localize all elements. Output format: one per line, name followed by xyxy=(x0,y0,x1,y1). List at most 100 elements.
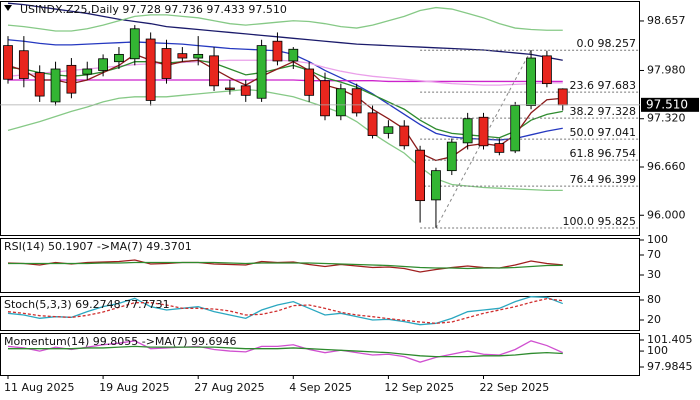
header-triangle xyxy=(4,5,12,11)
fib-label: 0.0 98.257 xyxy=(577,37,637,50)
indicator-line xyxy=(8,79,563,83)
panel-title: Momentum(14) 99.8055 ->MA(7) 99.6946 xyxy=(4,335,237,348)
candle-body xyxy=(415,149,426,202)
y-tick-label: 101.405 xyxy=(647,333,693,346)
fib-label: 100.0 95.825 xyxy=(563,215,637,228)
fib-price: 97.328 xyxy=(598,105,637,118)
candle-body xyxy=(240,85,251,96)
panel-title: Stoch(5,3,3) 69.2748 77.7731 xyxy=(4,298,170,311)
candle-body xyxy=(367,112,378,136)
y-tick-label: 100 xyxy=(647,233,668,246)
indicator-line xyxy=(7,296,563,326)
candle-body xyxy=(320,80,330,117)
plot-area xyxy=(7,259,563,273)
fib-ratio: 38.2 xyxy=(570,105,595,118)
x-tick-label: 11 Aug 2025 xyxy=(4,381,74,394)
chart-title: USINDX.Z25,Daily 97.728 97.736 97.433 97… xyxy=(20,3,287,16)
candle-body xyxy=(446,141,457,172)
candle-body xyxy=(18,50,29,79)
indicator-line xyxy=(7,259,563,273)
candle-body xyxy=(272,40,283,62)
fib-price: 98.257 xyxy=(598,37,637,50)
candle-body xyxy=(177,53,188,59)
fib-label: 23.6 97.683 xyxy=(570,79,637,92)
candle-body xyxy=(50,68,61,103)
last-price-label: 97.510 xyxy=(646,97,688,111)
fib-price: 95.825 xyxy=(598,215,637,228)
x-tick-label: 22 Sep 2025 xyxy=(480,381,550,394)
candle-body xyxy=(224,87,235,90)
indicator-line xyxy=(8,345,563,358)
y-tick-label: 20 xyxy=(647,313,661,326)
y-tick-label: 70 xyxy=(647,248,661,261)
indicator-line xyxy=(7,53,563,162)
panel-frame xyxy=(0,333,640,376)
candle-body xyxy=(161,48,172,79)
fib-ratio: 100.0 xyxy=(563,215,595,228)
fib-price: 96.754 xyxy=(598,147,637,160)
candle-body xyxy=(335,88,346,117)
fib-ratio: 0.0 xyxy=(577,37,595,50)
candle-body xyxy=(478,116,489,147)
y-tick-label: 100 xyxy=(647,344,668,357)
fib-ratio: 76.4 xyxy=(570,173,595,186)
fib-ratio: 23.6 xyxy=(570,79,595,92)
candle-body xyxy=(66,64,77,94)
indicator-line xyxy=(7,6,563,32)
fib-label: 61.8 96.754 xyxy=(570,147,637,160)
fib-label: 76.4 96.399 xyxy=(570,173,637,186)
candle-body xyxy=(526,57,536,106)
plot-area xyxy=(7,340,564,363)
candle-body xyxy=(193,53,204,59)
plot-area xyxy=(7,296,563,326)
candle-body xyxy=(431,170,441,201)
candle-body xyxy=(288,48,299,62)
y-tick-label: 80 xyxy=(647,293,661,306)
x-tick-label: 19 Aug 2025 xyxy=(99,381,169,394)
candle-body xyxy=(3,45,13,80)
candle-body xyxy=(462,118,473,144)
indicator-line xyxy=(7,340,564,363)
panel-frame xyxy=(0,238,640,293)
candle-body xyxy=(145,38,156,101)
candle-body xyxy=(256,45,267,99)
fib-label: 38.2 97.328 xyxy=(570,105,637,118)
fib-ratio: 50.0 xyxy=(570,126,595,139)
candle-body xyxy=(114,53,124,63)
y-tick-label: 97.320 xyxy=(647,112,686,125)
candle-body xyxy=(510,105,521,152)
fib-price: 96.399 xyxy=(598,173,637,186)
panel-frame xyxy=(0,296,640,331)
candle-body xyxy=(542,55,552,85)
y-tick-label: 96.000 xyxy=(647,208,686,221)
candle-body xyxy=(304,68,315,96)
candle-body xyxy=(129,28,140,60)
candle-body xyxy=(209,55,219,87)
fib-trend xyxy=(435,49,532,229)
y-tick-label: 98.657 xyxy=(647,14,686,27)
plot-area xyxy=(0,2,640,229)
last-price-box xyxy=(641,97,699,112)
y-tick-label: 96.660 xyxy=(647,160,686,173)
panel-title: RSI(14) 50.1907 ->MA(7) 49.3701 xyxy=(4,240,192,253)
fib-price: 97.041 xyxy=(598,126,637,139)
x-tick-label: 4 Sep 2025 xyxy=(289,381,352,394)
candle-body xyxy=(351,88,362,114)
candle-body xyxy=(82,68,93,75)
x-tick-label: 27 Aug 2025 xyxy=(194,381,264,394)
indicator-line xyxy=(7,298,563,324)
fib-price: 97.683 xyxy=(598,79,637,92)
fib-label: 50.0 97.041 xyxy=(570,126,637,139)
fib-ratio: 61.8 xyxy=(570,147,595,160)
candle-body xyxy=(34,72,45,97)
y-tick-label: 30 xyxy=(647,268,661,281)
candle-body xyxy=(98,58,108,71)
ohlc: 97.728 97.736 97.433 97.510 xyxy=(122,3,286,16)
indicator-line xyxy=(7,2,563,61)
panel-frame xyxy=(0,1,640,236)
indicator-line xyxy=(8,261,563,270)
candle-body xyxy=(494,143,505,153)
symbol: USINDX.Z25,Daily xyxy=(20,3,119,16)
y-tick-label: 97.980 xyxy=(647,63,686,76)
